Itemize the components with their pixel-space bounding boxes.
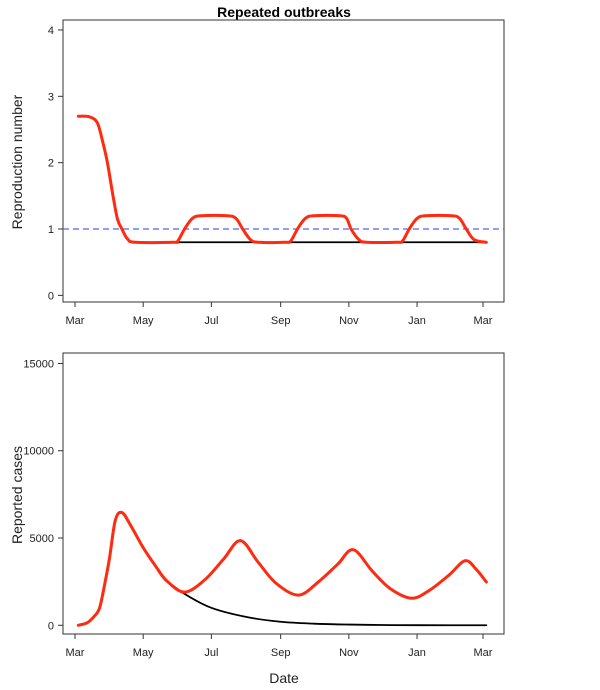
y-tick-label: 2	[48, 158, 54, 170]
top-y-axis-label: Reproduction number	[9, 94, 25, 229]
x-tick-label: May	[133, 647, 154, 659]
plot-frame	[62, 352, 505, 635]
series-line-red	[76, 114, 488, 245]
x-tick-label: Jul	[204, 647, 218, 659]
x-tick-label: Sep	[271, 647, 291, 659]
y-tick-label: 10000	[23, 446, 54, 458]
bottom-panel: 0 5000 10000 15000 Mar May Jul Sep Nov Jan Mar	[23, 352, 505, 659]
y-tick-label: 3	[48, 91, 54, 103]
plot-frame	[62, 19, 505, 303]
y-tick-label: 0	[48, 620, 54, 632]
chart-title: Repeated outbreaks	[217, 4, 351, 20]
bottom-y-axis-label: Reported cases	[9, 446, 25, 544]
x-tick-label: Mar	[66, 647, 85, 659]
x-tick-label: Mar	[474, 315, 493, 327]
series-line-black	[165, 579, 488, 627]
x-tick-label: May	[133, 315, 154, 327]
x-tick-label: Jan	[408, 647, 426, 659]
top-panel: 0 1 2 3 4 Mar May Jul Sep Nov Jan Mar	[48, 19, 505, 327]
x-tick-label: Nov	[339, 315, 359, 327]
x-tick-label: Mar	[474, 647, 493, 659]
x-tick-label: Mar	[66, 315, 85, 327]
series-line-red	[76, 510, 488, 627]
x-tick-label: Jan	[408, 315, 426, 327]
x-axis-label: Date	[269, 670, 299, 686]
x-tick-label: Jul	[204, 315, 218, 327]
y-tick-label: 5000	[30, 533, 54, 545]
y-tick-label: 4	[48, 25, 54, 37]
y-tick-label: 1	[48, 224, 54, 236]
x-tick-label: Sep	[271, 315, 291, 327]
x-tick-label: Nov	[339, 647, 359, 659]
y-tick-label: 15000	[23, 358, 54, 370]
y-tick-label: 0	[48, 290, 54, 302]
